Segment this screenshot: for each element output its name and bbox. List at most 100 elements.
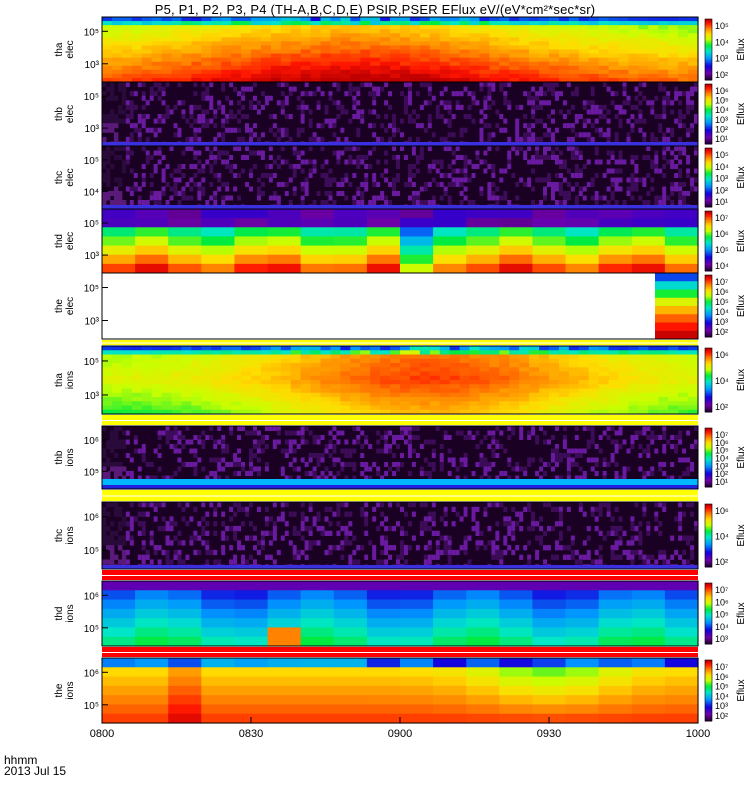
spectrogram-cell [352, 462, 357, 467]
spectrogram-cell [549, 346, 560, 351]
spectrogram-cell [407, 168, 412, 174]
spectrogram-cell [153, 132, 158, 138]
spectrogram-cell [662, 155, 667, 160]
spectrogram-cell [111, 65, 123, 71]
spectrogram-cell [229, 506, 234, 513]
spectrogram-cell [648, 384, 659, 390]
spectrogram-cell [469, 41, 481, 47]
spectrogram-cell [686, 127, 691, 133]
spectrogram-cell [429, 375, 441, 381]
spectrogram-cell [674, 91, 679, 97]
spectrogram-cell [251, 21, 262, 26]
spectrogram-cell [141, 453, 146, 458]
spectrogram-cell [213, 155, 218, 160]
spectrogram-cell [614, 471, 619, 476]
y-tick-label: 10³ [85, 251, 100, 262]
spectrogram-cell [197, 195, 202, 201]
spectrogram-cell [332, 177, 337, 183]
spectrogram-cell [471, 95, 476, 101]
spectrogram-cell [487, 444, 492, 449]
spectrogram-cell [332, 457, 337, 463]
spectrogram-cell [328, 182, 333, 187]
spectrogram-cell [469, 397, 481, 402]
spectrogram-cell [129, 91, 134, 97]
spectrogram-cell [670, 159, 675, 165]
spectrogram-cell [570, 186, 575, 192]
spectrogram-cell [638, 45, 649, 51]
spectrogram-cell [111, 354, 123, 360]
spectrogram-cell [678, 114, 683, 120]
spectrogram-cell [390, 69, 401, 75]
spectrogram-cell [161, 380, 173, 385]
spectrogram-cell [380, 350, 391, 356]
spectrogram-cell [475, 155, 480, 160]
spectrogram-cell [439, 69, 451, 75]
spectrogram-cell [221, 61, 232, 67]
spectrogram-cell [231, 367, 242, 373]
spectrogram-cell [276, 516, 281, 522]
spectrogram-cell [251, 37, 262, 42]
spectrogram-cell [191, 358, 202, 364]
spectrogram-cell [270, 367, 282, 373]
spectrogram-cell [125, 150, 130, 156]
spectrogram-cell [340, 462, 345, 467]
spectrogram-cell [499, 218, 534, 228]
spectrogram-cell [221, 21, 232, 26]
spectrogram-cell [535, 146, 540, 151]
spectrogram-cell [332, 123, 337, 129]
spectrogram-cell [439, 462, 444, 467]
spectrogram-cell [300, 521, 305, 527]
spectrogram-cell [529, 65, 540, 71]
spectrogram-cell [296, 150, 301, 156]
spectrogram-cell [241, 397, 252, 402]
spectrogram-cell [388, 91, 393, 97]
spectrogram-cell [272, 530, 277, 536]
spectrogram-cell [231, 409, 242, 415]
spectrogram-cell [109, 118, 115, 124]
spectrogram-cell [225, 195, 230, 201]
spectrogram-cell [133, 439, 138, 445]
spectrogram-cell [376, 86, 381, 92]
spectrogram-cell [400, 73, 411, 79]
spectrogram-cell [221, 37, 232, 42]
spectrogram-cell [549, 401, 560, 407]
spectrogram-cell [350, 49, 361, 55]
spectrogram-cell [479, 358, 490, 364]
spectrogram-cell [578, 397, 590, 402]
spectrogram-cell [102, 82, 107, 88]
spectrogram-cell [469, 49, 481, 55]
spectrogram-cell [290, 17, 302, 22]
spectrogram-cell [618, 33, 630, 38]
spectrogram-cell [509, 392, 520, 398]
spectrogram-cell [360, 37, 371, 42]
spectrogram-cell [221, 346, 232, 351]
spectrogram-cell [121, 475, 127, 481]
spectrogram-cell [252, 466, 257, 472]
spectrogram-cell [658, 127, 663, 133]
spectrogram-cell [628, 17, 639, 22]
spectrogram-cell [407, 114, 412, 120]
spectrogram-cell [145, 114, 150, 120]
spectrogram-cell [157, 453, 162, 458]
spectrogram-cell [336, 159, 341, 165]
spectrogram-cell [109, 95, 115, 101]
spectrogram-cell [340, 409, 351, 415]
colorbar-segment [705, 436, 712, 439]
colorbar-segment [705, 278, 712, 281]
spectrogram-cell [193, 448, 198, 454]
spectrogram-cell [392, 182, 397, 187]
spectrogram-cell [570, 136, 575, 142]
spectrogram-cell [678, 195, 683, 201]
spectrogram-cell [519, 384, 530, 390]
spectrogram-cell [670, 462, 675, 467]
spectrogram-cell [590, 109, 595, 115]
spectrogram-cell [582, 186, 587, 192]
spectrogram-cell [256, 471, 261, 476]
spectrogram-cell [658, 37, 669, 42]
spectrogram-cell [662, 462, 667, 467]
spectrogram-cell [558, 405, 570, 411]
spectrogram-cell [539, 86, 544, 92]
spectrogram-cell [608, 401, 620, 407]
spectrogram-cell [252, 426, 257, 431]
spectrogram-cell [427, 146, 432, 151]
